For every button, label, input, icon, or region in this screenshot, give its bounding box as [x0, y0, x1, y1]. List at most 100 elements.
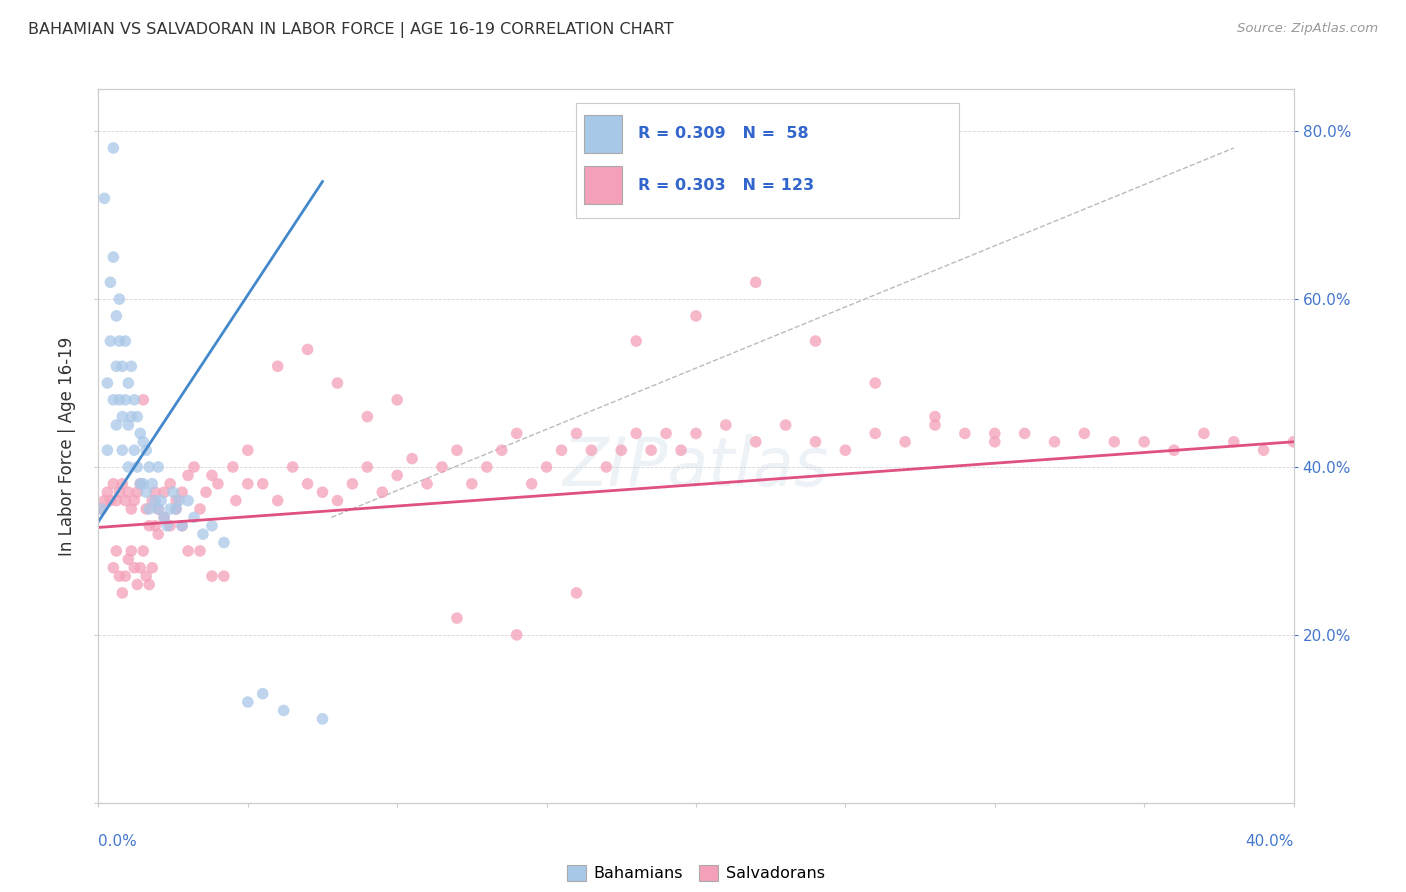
- Point: [775, 417, 797, 432]
- Point: [108, 292, 131, 306]
- Point: [127, 409, 149, 424]
- Point: [93, 493, 115, 508]
- Point: [222, 460, 245, 475]
- Point: [114, 334, 136, 348]
- Point: [201, 569, 224, 583]
- Point: [153, 485, 176, 500]
- Point: [1073, 426, 1095, 441]
- Point: [100, 334, 122, 348]
- Point: [114, 392, 136, 407]
- Point: [984, 426, 1007, 441]
- Point: [804, 434, 827, 449]
- Point: [172, 518, 194, 533]
- Point: [143, 485, 166, 500]
- Point: [111, 409, 134, 424]
- Point: [103, 392, 125, 407]
- Point: [1133, 434, 1156, 449]
- Text: 40.0%: 40.0%: [1246, 834, 1294, 849]
- Point: [685, 309, 707, 323]
- Point: [626, 334, 648, 348]
- Point: [132, 392, 155, 407]
- Point: [127, 460, 149, 475]
- Point: [135, 569, 157, 583]
- Point: [141, 476, 163, 491]
- Point: [236, 443, 259, 458]
- Point: [565, 586, 588, 600]
- Point: [188, 544, 211, 558]
- Point: [297, 343, 319, 357]
- Text: ZIPatlas: ZIPatlas: [562, 434, 830, 500]
- Point: [520, 476, 543, 491]
- Point: [105, 309, 128, 323]
- Point: [745, 275, 768, 289]
- Text: BAHAMIAN VS SALVADORAN IN LABOR FORCE | AGE 16-19 CORRELATION CHART: BAHAMIAN VS SALVADORAN IN LABOR FORCE | …: [28, 22, 673, 38]
- Point: [117, 552, 139, 566]
- Point: [183, 510, 205, 524]
- Point: [475, 460, 498, 475]
- Point: [610, 443, 633, 458]
- Point: [138, 502, 160, 516]
- Point: [129, 426, 152, 441]
- Point: [117, 460, 139, 475]
- Point: [159, 502, 181, 516]
- Point: [183, 460, 205, 475]
- Point: [984, 434, 1007, 449]
- Point: [311, 485, 333, 500]
- Point: [148, 502, 170, 516]
- Point: [326, 376, 349, 390]
- Point: [655, 426, 678, 441]
- Point: [120, 544, 142, 558]
- Point: [236, 695, 259, 709]
- Point: [953, 426, 976, 441]
- Legend: Bahamians, Salvadorans: Bahamians, Salvadorans: [560, 858, 832, 888]
- Point: [100, 275, 122, 289]
- Point: [385, 392, 409, 407]
- Point: [114, 493, 136, 508]
- Point: [90, 502, 112, 516]
- Point: [108, 392, 131, 407]
- Point: [108, 485, 131, 500]
- Point: [626, 426, 648, 441]
- Point: [138, 518, 160, 533]
- Point: [143, 493, 166, 508]
- Point: [714, 417, 737, 432]
- Point: [177, 493, 200, 508]
- Point: [90, 502, 112, 516]
- Point: [162, 485, 184, 500]
- Point: [581, 443, 603, 458]
- Point: [172, 485, 194, 500]
- Point: [401, 451, 423, 466]
- Point: [669, 443, 692, 458]
- Point: [108, 569, 131, 583]
- Point: [385, 468, 409, 483]
- Point: [124, 392, 146, 407]
- Point: [201, 518, 224, 533]
- Point: [1014, 426, 1036, 441]
- Point: [141, 493, 163, 508]
- Point: [138, 460, 160, 475]
- Point: [111, 443, 134, 458]
- Point: [212, 569, 235, 583]
- Text: Source: ZipAtlas.com: Source: ZipAtlas.com: [1237, 22, 1378, 36]
- Point: [640, 443, 662, 458]
- Point: [111, 359, 134, 374]
- Point: [132, 476, 155, 491]
- Point: [120, 502, 142, 516]
- Point: [371, 485, 394, 500]
- Point: [356, 460, 378, 475]
- Point: [117, 417, 139, 432]
- Point: [117, 376, 139, 390]
- Point: [141, 560, 163, 574]
- Point: [96, 485, 118, 500]
- Point: [685, 426, 707, 441]
- Point: [103, 560, 125, 574]
- Point: [924, 409, 946, 424]
- Point: [129, 560, 152, 574]
- Point: [124, 493, 146, 508]
- Point: [96, 443, 118, 458]
- Point: [834, 443, 856, 458]
- Point: [1163, 443, 1185, 458]
- Point: [135, 502, 157, 516]
- Point: [188, 502, 211, 516]
- Point: [416, 476, 439, 491]
